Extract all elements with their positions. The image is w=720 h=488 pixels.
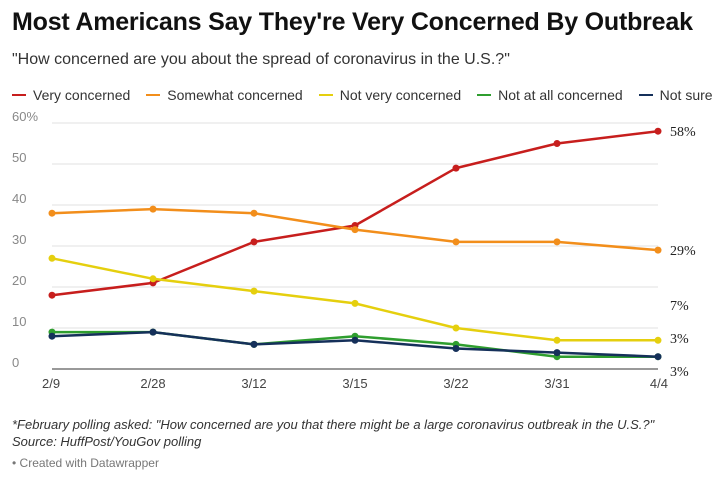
- source-note: Source: HuffPost/YouGov polling: [12, 434, 202, 449]
- line-chart: 0 10 20 30 40 50 60% 2/9 2/28 3/12 3/15 3/22 3/31 4/4…: [12, 110, 696, 391]
- x-tick-label: 3/15: [342, 376, 367, 391]
- data-point-somewhat-concerned: [351, 226, 359, 234]
- data-point-not-very-concerned: [149, 275, 157, 283]
- data-point-very-concerned: [48, 291, 56, 299]
- legend-item-not-at-all-concerned: Not at all concerned: [477, 87, 623, 103]
- x-tick-label: 2/28: [140, 376, 165, 391]
- legend-label-very-concerned: Very concerned: [33, 87, 131, 103]
- data-point-not-very-concerned: [654, 336, 662, 344]
- end-label-not-sure: 3%: [670, 365, 689, 380]
- legend-swatch-somewhat-concerned: [146, 94, 161, 96]
- footnote: *February polling asked: "How concerned …: [12, 417, 655, 432]
- legend-swatch-not-at-all-concerned: [477, 94, 492, 96]
- legend-label-not-very-concerned: Not very concerned: [339, 87, 462, 103]
- end-label-not-very-concerned: 7%: [670, 299, 689, 314]
- data-point-somewhat-concerned: [654, 246, 662, 254]
- x-tick-label: 3/12: [241, 376, 266, 391]
- data-point-not-very-concerned: [351, 299, 359, 307]
- data-point-somewhat-concerned: [553, 238, 561, 246]
- x-tick-label: 3/22: [443, 376, 468, 391]
- data-point-very-concerned: [250, 238, 258, 246]
- data-point-not-sure: [48, 332, 56, 340]
- data-point-somewhat-concerned: [48, 209, 56, 217]
- y-tick-label: 20: [12, 273, 26, 288]
- y-tick-label: 10: [12, 314, 26, 329]
- data-point-very-concerned: [553, 140, 561, 147]
- datawrapper-credit: • Created with Datawrapper: [12, 456, 159, 470]
- chart-title: Most Americans Say They're Very Concerne…: [12, 8, 693, 36]
- data-point-somewhat-concerned: [149, 205, 157, 213]
- x-tick-label: 3/31: [544, 376, 569, 391]
- y-tick-label: 40: [12, 191, 26, 206]
- chart-subtitle: "How concerned are you about the spread …: [12, 51, 510, 68]
- data-point-not-very-concerned: [48, 254, 56, 262]
- legend-label-not-sure: Not sure: [659, 87, 713, 103]
- chart-notes: *February polling asked: "How concerned …: [12, 416, 712, 450]
- series-line-very-concerned: [51, 129, 659, 297]
- data-point-not-sure: [452, 345, 460, 352]
- legend-swatch-very-concerned: [12, 94, 26, 96]
- data-point-not-sure: [351, 336, 359, 344]
- x-tick-label: 4/4: [650, 376, 668, 391]
- y-tick-label: 0: [12, 355, 19, 370]
- data-point-somewhat-concerned: [452, 238, 460, 246]
- legend-item-not-very-concerned: Not very concerned: [318, 87, 462, 103]
- series-layer: [48, 127, 662, 361]
- legend: Very concerned Somewhat concerned Not ve…: [12, 87, 720, 103]
- grid-layer: 0 10 20 30 40 50 60% 2/9 2/28 3/12 3/15 3/22 3/31 4/4: [12, 110, 668, 391]
- data-point-not-very-concerned: [250, 287, 258, 295]
- data-point-not-sure: [250, 340, 258, 348]
- data-point-not-sure: [149, 328, 157, 336]
- data-point-very-concerned: [452, 164, 460, 172]
- y-tick-label: 30: [12, 232, 26, 247]
- legend-swatch-not-sure: [638, 94, 653, 96]
- legend-swatch-not-very-concerned: [318, 94, 333, 96]
- y-tick-label: 60%: [12, 110, 38, 124]
- data-point-not-sure: [553, 349, 561, 357]
- data-point-not-sure: [654, 353, 662, 361]
- end-label-not-at-all-concerned: 3%: [670, 332, 689, 347]
- y-tick-label: 50: [12, 150, 26, 165]
- x-tick-label: 2/9: [42, 376, 60, 391]
- end-label-very-concerned: 58%: [670, 125, 696, 140]
- end-label-somewhat-concerned: 29%: [670, 244, 696, 259]
- legend-item-not-sure: Not sure: [638, 87, 713, 103]
- data-point-not-very-concerned: [553, 336, 561, 344]
- legend-item-very-concerned: Very concerned: [12, 87, 130, 103]
- data-point-somewhat-concerned: [250, 209, 258, 217]
- legend-item-somewhat-concerned: Somewhat concerned: [146, 87, 303, 103]
- legend-label-not-at-all-concerned: Not at all concerned: [498, 87, 623, 103]
- data-point-not-very-concerned: [452, 324, 460, 332]
- data-point-very-concerned: [654, 127, 662, 135]
- legend-label-somewhat-concerned: Somewhat concerned: [167, 87, 303, 103]
- label-layer: 58% 29% 7% 3% 3%: [670, 125, 696, 380]
